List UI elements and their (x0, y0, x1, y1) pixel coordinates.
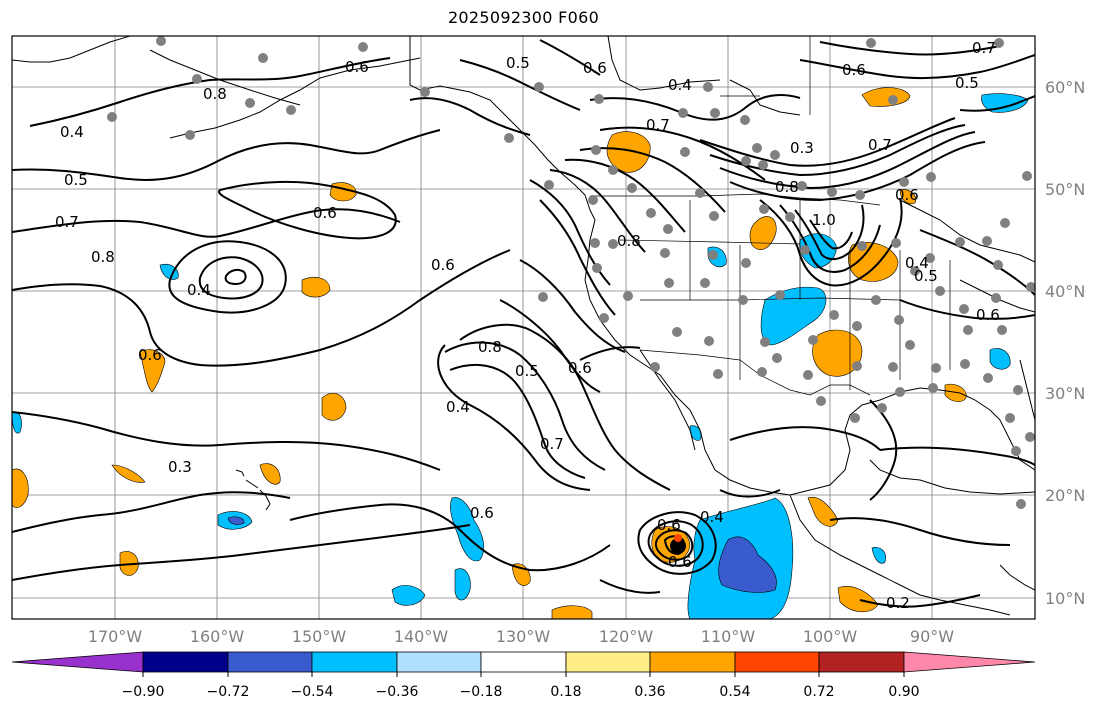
map-title: 2025092300 F060 (447, 8, 600, 27)
lon-label: 130°W (496, 627, 551, 646)
contour-label: 0.6 (568, 359, 592, 377)
contour-label: 0.8 (91, 248, 115, 266)
colorbar-label: −0.54 (291, 684, 334, 700)
lon-label: 150°W (292, 627, 347, 646)
colorbar-ticks (142, 672, 905, 677)
colorbar-label: −0.36 (376, 684, 419, 700)
contour-label: 0.8 (617, 232, 641, 250)
colorbar-label: 0.36 (634, 684, 665, 700)
lat-label: 10°N (1045, 589, 1085, 608)
lon-label: 170°W (88, 627, 143, 646)
lat-label: 40°N (1045, 282, 1085, 301)
positive-anomaly-shading (12, 87, 967, 619)
political-borders (590, 36, 951, 396)
lat-label: 50°N (1045, 180, 1085, 199)
contour-label: 0.5 (955, 74, 979, 92)
storm-core-marker (674, 534, 682, 542)
colorbar-segment (818, 651, 905, 673)
contour-label: 0.6 (470, 504, 494, 522)
colorbar-segment (903, 651, 1036, 673)
lat-label: 30°N (1045, 384, 1085, 403)
contour-label: 0.5 (64, 171, 88, 189)
colorbar-label: −0.72 (207, 684, 250, 700)
colorbar-label: 0.54 (719, 684, 750, 700)
colorbar-segment (649, 651, 736, 673)
colorbar-segment (565, 651, 651, 673)
contour-label: 0.8 (203, 85, 227, 103)
contour-label: 0.5 (506, 54, 530, 72)
contour-label: 0.7 (540, 435, 564, 453)
longitude-labels: 170°W 160°W 150°W 140°W 130°W 120°W 110°… (88, 627, 954, 646)
colorbar-segment (311, 651, 398, 673)
contour-label: 0.8 (775, 178, 799, 196)
colorbar-label: −0.18 (460, 684, 503, 700)
contour-label: 0.6 (138, 346, 162, 364)
lon-label: 90°W (910, 627, 954, 646)
latitude-labels: 60°N 50°N 40°N 30°N 20°N 10°N (1045, 78, 1085, 608)
contour-value-labels: 0.7 0.6 0.5 0.6 0.8 0.4 0.5 0.4 0.5 0.6 … (55, 39, 1000, 612)
colorbar-segment (11, 651, 144, 673)
contour-label: 0.6 (345, 58, 369, 76)
lon-label: 110°W (701, 627, 756, 646)
station-markers (107, 36, 1035, 509)
colorbar-segment (227, 651, 313, 673)
coastlines (12, 36, 1035, 616)
contour-label: 0.2 (886, 594, 910, 612)
contour-label: 0.6 (583, 59, 607, 77)
contour-label: 0.7 (972, 39, 996, 57)
contour-label: 0.6 (313, 204, 337, 222)
contour-label: 0.6 (976, 306, 1000, 324)
colorbar-segment (734, 651, 820, 673)
contour-label: 0.4 (446, 398, 470, 416)
contour-label: 0.6 (431, 256, 455, 274)
lat-label: 20°N (1045, 486, 1085, 505)
contour-label: 0.7 (646, 116, 670, 134)
colorbar-tick-labels: −0.90 −0.72 −0.54 −0.36 −0.18 0.18 0.36 … (122, 684, 920, 700)
contour-label: 0.3 (168, 458, 192, 476)
lon-label: 100°W (803, 627, 858, 646)
storm-center-marker (670, 538, 686, 554)
contour-label: 0.6 (842, 61, 866, 79)
lon-label: 120°W (599, 627, 654, 646)
contour-label: 0.4 (187, 281, 211, 299)
contour-label: 0.4 (60, 123, 84, 141)
lon-label: 160°W (190, 627, 245, 646)
colorbar-segment (480, 651, 567, 673)
colorbar-segment (396, 651, 482, 673)
plot-frame (11, 35, 1036, 620)
contour-label: 0.7 (55, 213, 79, 231)
colorbar (11, 651, 1036, 673)
contour-label: 0.4 (668, 76, 692, 94)
contour-label: 0.6 (895, 186, 919, 204)
contour-label: 0.5 (515, 362, 539, 380)
contour-lines (12, 39, 1035, 608)
negative-anomaly-shading (12, 93, 1029, 619)
colorbar-segment (142, 651, 229, 673)
contour-label: 1.0 (812, 211, 836, 229)
contour-label: 0.8 (478, 338, 502, 356)
lat-label: 60°N (1045, 78, 1085, 97)
contour-label: 0.4 (905, 254, 929, 272)
contour-label: 0.6 (668, 553, 692, 571)
lon-label: 140°W (394, 627, 449, 646)
contour-label: 0.3 (790, 139, 814, 157)
colorbar-label: 0.72 (803, 684, 834, 700)
contour-label: 0.7 (868, 136, 892, 154)
colorbar-label: −0.90 (122, 684, 165, 700)
colorbar-label: 0.18 (550, 684, 581, 700)
contour-label: 0.5 (914, 267, 938, 285)
contour-label: 0.6 (657, 516, 681, 534)
contour-label: 0.4 (700, 508, 724, 526)
colorbar-label: 0.90 (888, 684, 919, 700)
